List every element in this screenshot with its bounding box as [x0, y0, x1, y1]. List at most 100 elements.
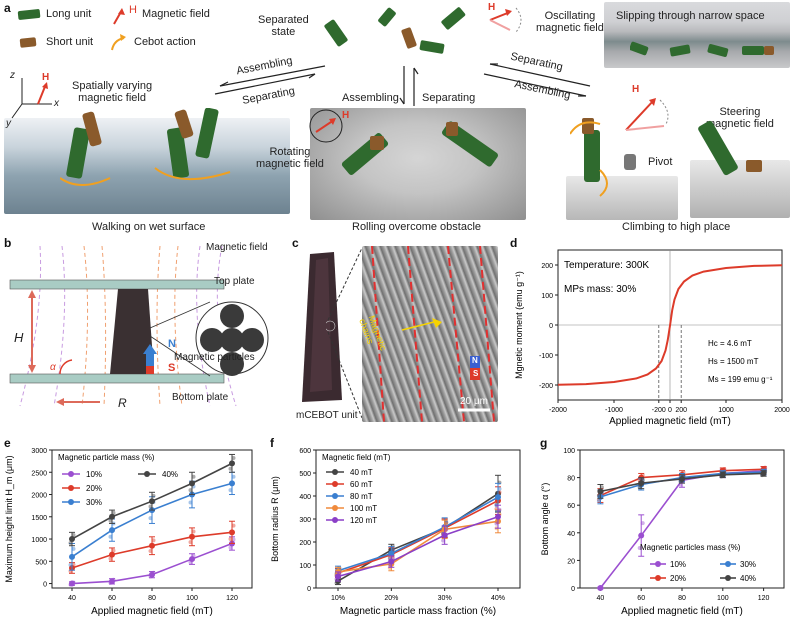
- g-legend-marker: [725, 561, 731, 567]
- cebot-unit-cross-section: [110, 289, 154, 374]
- d-annotation: MPs mass: 30%: [564, 284, 636, 295]
- e-ytick-label: 1000: [31, 537, 47, 544]
- f-ytick-label: 100: [299, 563, 311, 570]
- g-ytick-label: 100: [563, 448, 575, 455]
- g-legend-marker: [655, 575, 661, 581]
- e-scatter-point: [108, 556, 113, 561]
- e-legend-marker: [144, 471, 150, 477]
- rolling-units: [341, 121, 498, 175]
- separated-state-label: Separated state: [258, 14, 309, 38]
- g-scatter-point: [596, 499, 601, 504]
- b-top-plate-label: Top plate: [214, 276, 255, 287]
- legend-long-unit-label: Long unit: [46, 8, 92, 20]
- e-scatter-point: [68, 562, 73, 567]
- cebot-action-arrow-icon: [111, 34, 126, 51]
- d-ytick-label: -200: [539, 383, 553, 390]
- f-series-line: [337, 493, 499, 582]
- chart-d: -2000 -1000 -200 0 200 1000 2000-200-100010020…: [514, 249, 790, 427]
- d-xtick-label: -1000: [605, 407, 623, 414]
- e-mean-point: [229, 480, 235, 487]
- sem-N-label: N: [472, 356, 478, 365]
- climbing-photo-left: [566, 176, 678, 220]
- f-legend-marker: [332, 493, 338, 499]
- g-xtick-label: 40: [597, 595, 605, 602]
- d-xtick-label: -200: [652, 407, 666, 414]
- f-legend-marker: [332, 517, 338, 523]
- magnetic-field-arrow-icon: [113, 8, 125, 25]
- f-ytick-label: 200: [299, 540, 311, 547]
- e-mean-point: [69, 580, 75, 587]
- e-legend-marker: [68, 471, 74, 477]
- sem-chain-lines: [371, 246, 495, 422]
- g-ytick-label: 60: [567, 503, 575, 510]
- e-scatter-point: [188, 488, 193, 493]
- d-xtick-label: -2000: [549, 407, 567, 414]
- oscillating-field-icon: [489, 7, 522, 33]
- d-xtick-label: 2000: [774, 407, 790, 414]
- f-scatter-point: [497, 507, 502, 512]
- f-scatter-point: [444, 520, 449, 525]
- panel-label-d: d: [510, 236, 518, 250]
- e-ylabel: Maximum height limit H_m (μm): [4, 455, 14, 582]
- g-legend-label: 10%: [670, 560, 686, 569]
- f-scatter-point: [497, 486, 502, 491]
- panel-label-c: c: [292, 236, 299, 250]
- e-xtick-label: 120: [226, 595, 238, 602]
- f-series-line: [337, 499, 499, 574]
- e-scatter-point: [228, 488, 233, 493]
- g-scatter-point: [640, 521, 645, 526]
- slipping-label: Slipping through narrow space: [616, 10, 765, 22]
- legend-h-symbol: H: [129, 4, 137, 16]
- panel-label-f: f: [270, 436, 274, 450]
- e-scatter-point: [231, 474, 236, 479]
- b-S-label: S: [168, 362, 176, 374]
- f-xtick-label: 10%: [331, 595, 345, 602]
- climbing-photo-right: [690, 160, 790, 218]
- magnetic-particles-zoom: [195, 301, 269, 376]
- e-scatter-point: [151, 538, 156, 543]
- d-ytick-label: 0: [549, 323, 553, 330]
- e-scatter-point: [228, 537, 233, 542]
- axis-x-label: x: [54, 98, 59, 109]
- g-xtick-label: 120: [758, 595, 770, 602]
- f-legend-title: Magnetic field (mT): [322, 453, 391, 462]
- walking-units: [60, 108, 231, 186]
- rotating-h-symbol: H: [342, 110, 350, 121]
- e-scatter-point: [68, 541, 73, 546]
- d-annotation: Temperature: 300K: [564, 260, 649, 271]
- d-xtick-label: 1000: [718, 407, 734, 414]
- panel-label-g: g: [540, 436, 548, 450]
- f-ytick-label: 400: [299, 494, 311, 501]
- g-xlabel: Applied magnetic field (mT): [621, 606, 743, 617]
- legend-magnetic-field-label: Magnetic field: [142, 8, 210, 20]
- f-series-line: [337, 515, 499, 578]
- e-scatter-point: [71, 533, 76, 538]
- short-unit-icon: [19, 37, 37, 48]
- sem-S-label: S: [473, 369, 479, 378]
- g-legend-label: 40%: [740, 574, 756, 583]
- climbing-label: Climbing to high place: [622, 221, 731, 233]
- rolling-label: Rolling overcome obstacle: [352, 221, 482, 233]
- d-xtick-label: 0: [668, 407, 672, 414]
- oscillating-h-symbol: H: [488, 2, 496, 13]
- b-bottom-plate-label: Bottom plate: [172, 392, 229, 403]
- e-legend-title: Magnetic particle mass (%): [58, 453, 155, 462]
- e-scatter-point: [231, 523, 236, 528]
- e-scatter-point: [191, 474, 196, 479]
- e-legend-label: 10%: [86, 470, 102, 479]
- e-scatter-point: [191, 529, 196, 534]
- b-H-label: H: [14, 330, 24, 345]
- steering-h-symbol: H: [632, 84, 640, 95]
- oscillating-field-label: Oscillating magnetic field: [536, 10, 604, 34]
- g-legend-marker: [655, 561, 661, 567]
- e-legend-label: 20%: [86, 484, 102, 493]
- g-ytick-label: 20: [567, 558, 575, 565]
- e-ytick-label: 2500: [31, 470, 47, 477]
- mcebot-unit-photo: [302, 252, 342, 402]
- d-ytick-label: -100: [539, 353, 553, 360]
- f-legend-marker: [332, 469, 338, 475]
- g-legend-marker: [725, 575, 731, 581]
- panel-b-schematic: [9, 245, 269, 407]
- walking-h-symbol: H: [42, 72, 50, 83]
- walking-photo: [4, 118, 290, 214]
